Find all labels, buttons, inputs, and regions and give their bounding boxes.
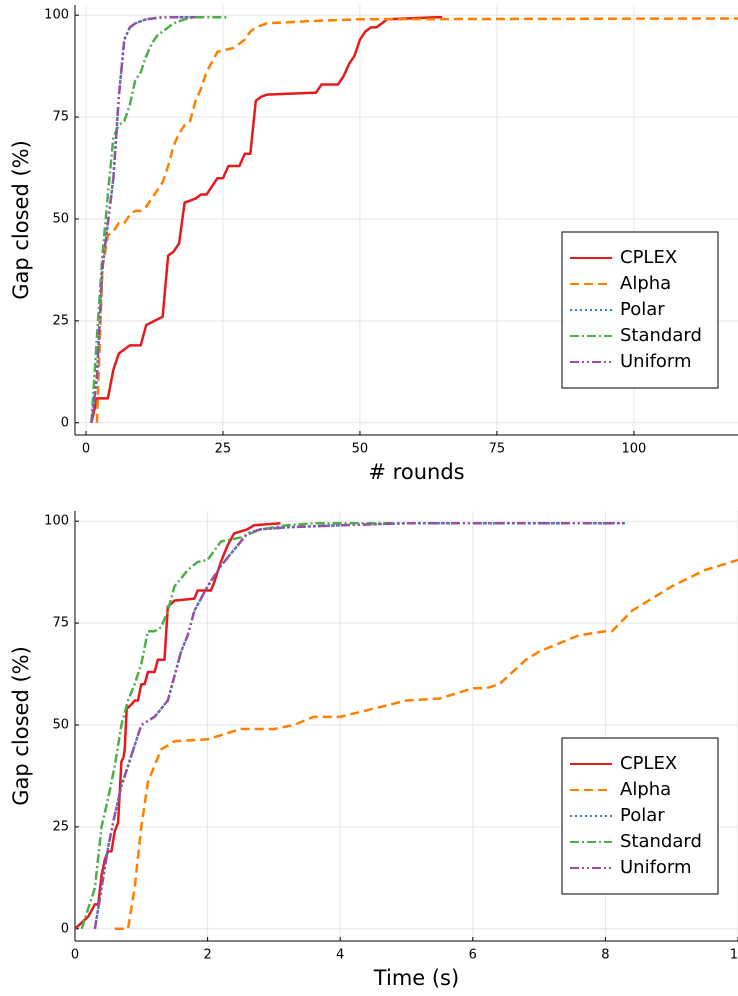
y-tick-label: 100 [44,514,69,529]
legend-label: Uniform [620,351,692,372]
legend-label: CPLEX [620,753,677,774]
x-axis-label: # rounds [368,460,464,484]
y-tick-label: 25 [52,819,69,834]
x-tick-label: 2 [203,948,211,963]
x-axis-label: Time (s) [373,966,459,990]
y-tick-label: 25 [52,313,69,328]
legend-label: Polar [620,299,665,320]
x-tick-label: 25 [215,442,232,457]
legend-label: Uniform [620,857,692,878]
y-tick-label: 0 [61,415,69,430]
y-tick-label: 75 [52,110,69,125]
legend-label: Alpha [620,273,671,294]
series-line [90,15,196,423]
x-tick-label: 50 [352,442,369,457]
y-axis-label: Gap closed (%) [9,646,33,806]
x-tick-label: 0 [82,442,90,457]
legend-label: Polar [620,805,665,826]
legend-label: Standard [620,325,702,346]
y-axis-label: Gap closed (%) [9,140,33,300]
y-tick-label: 50 [52,717,69,732]
x-tick-label: 10 [730,948,738,963]
y-tick-label: 75 [52,616,69,631]
series-line [90,15,443,424]
x-tick-label: 100 [621,442,646,457]
x-tick-label: 0 [71,948,79,963]
series-line [93,521,626,929]
plot-area [75,521,738,931]
series-line [95,17,738,423]
x-tick-label: 75 [489,442,506,457]
y-tick-label: 0 [61,921,69,936]
series-line [114,558,738,931]
x-tick-label: 8 [601,948,609,963]
legend-label: Alpha [620,779,671,800]
x-tick-label: 6 [469,948,477,963]
series-line [80,521,394,930]
series-line [93,521,626,929]
plot-area [90,15,738,424]
y-tick-label: 50 [52,211,69,226]
legend-label: Standard [620,831,702,852]
series-line [90,15,229,423]
y-tick-label: 100 [44,8,69,23]
legend-label: CPLEX [620,247,677,268]
x-tick-label: 4 [336,948,344,963]
